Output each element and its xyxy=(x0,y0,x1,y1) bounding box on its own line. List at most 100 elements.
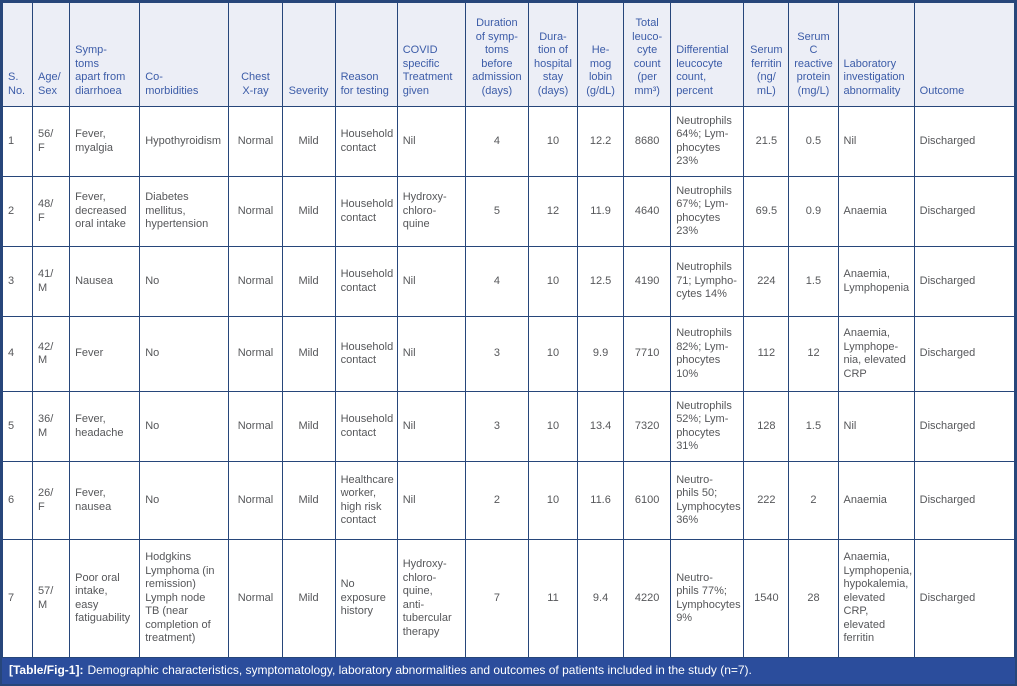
table-cell: 2 xyxy=(1,176,34,247)
table-cell: Household contact xyxy=(334,246,398,317)
column-header: Differential leucocyte count, percent xyxy=(670,2,745,107)
table-cell: 4640 xyxy=(623,176,672,247)
table-cell: 4 xyxy=(464,246,529,317)
table-cell: 1540 xyxy=(743,539,790,658)
table-cell: Normal xyxy=(228,176,283,247)
table-cell: Fever xyxy=(69,316,141,392)
table-cell: 7 xyxy=(464,539,529,658)
table-cell: Discharged xyxy=(913,106,1016,177)
patient-data-table: S. No. Age/ Sex Symp- toms apart from diar… xyxy=(1,2,1016,658)
column-header: Chest X-ray xyxy=(228,2,283,107)
table-cell: 4220 xyxy=(623,539,672,658)
table-cell: 42/ M xyxy=(32,316,71,392)
table-cell: 3 xyxy=(464,391,529,462)
table-cell: 0.5 xyxy=(788,106,839,177)
table-cell: 0.9 xyxy=(788,176,839,247)
table-cell: Hydroxy- chloro- quine xyxy=(396,176,466,247)
table-cell: No xyxy=(139,391,230,462)
column-header: Symp- toms apart from diarrhoea xyxy=(69,2,141,107)
table-cell: 4 xyxy=(464,106,529,177)
table-cell: No xyxy=(139,316,230,392)
column-header: COVID specific Treatment given xyxy=(396,2,466,107)
column-header: He- mog lobin (g/dL) xyxy=(577,2,625,107)
table-cell: 10 xyxy=(527,391,579,462)
table-cell: 10 xyxy=(527,246,579,317)
table-cell: Mild xyxy=(281,176,336,247)
column-header: Serum C reactive protein (mg/L) xyxy=(788,2,839,107)
table-cell: Fever, decreased oral intake xyxy=(69,176,141,247)
table-cell: Normal xyxy=(228,539,283,658)
table-cell: 4190 xyxy=(623,246,672,317)
table-cell: Nil xyxy=(396,391,466,462)
table-cell: Mild xyxy=(281,539,336,658)
table-cell: 222 xyxy=(743,461,790,540)
table-cell: Anaemia xyxy=(837,176,915,247)
table-cell: Anaemia, Lymphopenia xyxy=(837,246,915,317)
table-cell: Fever, nausea xyxy=(69,461,141,540)
table-cell: Discharged xyxy=(913,316,1016,392)
column-header: Duration of symp- toms before admission … xyxy=(464,2,529,107)
table-cell: 48/ F xyxy=(32,176,71,247)
table-cell: 11.9 xyxy=(577,176,625,247)
table-cell: Discharged xyxy=(913,461,1016,540)
table-cell: 7320 xyxy=(623,391,672,462)
table-cell: Fever, headache xyxy=(69,391,141,462)
table-cell: Neutro- phils 77%; Lymphocytes 9% xyxy=(670,539,745,658)
table-cell: No xyxy=(139,461,230,540)
column-header: Total leuco- cyte count (per mm³) xyxy=(623,2,672,107)
table-cell: Discharged xyxy=(913,391,1016,462)
table-cell: Neutrophils 64%; Lym- phocytes 23% xyxy=(670,106,745,177)
table-cell: Nil xyxy=(837,391,915,462)
table-cell: 9.9 xyxy=(577,316,625,392)
table-cell: Anaemia, Lymphopenia, hypokalemia, eleva… xyxy=(837,539,915,658)
table-cell: 10 xyxy=(527,461,579,540)
table-row: 1 56/ F Fever, myalgia Hypothyroidism Normal… xyxy=(1,106,1016,177)
table-cell: 1.5 xyxy=(788,391,839,462)
table-cell: 6 xyxy=(1,461,34,540)
table-cell: 3 xyxy=(1,246,34,317)
table-row: 7 57/ M Poor oral intake, easy fatiguabili… xyxy=(1,539,1016,658)
table-cell: Discharged xyxy=(913,176,1016,247)
column-header: Serum ferritin (ng/ mL) xyxy=(743,2,790,107)
table-body: 1 56/ F Fever, myalgia Hypothyroidism Normal… xyxy=(1,106,1016,658)
caption-text: Demographic characteristics, symptomatol… xyxy=(87,663,752,677)
table-cell: Normal xyxy=(228,461,283,540)
table-cell: Fever, myalgia xyxy=(69,106,141,177)
column-header: Outcome xyxy=(913,2,1016,107)
table-cell: Mild xyxy=(281,246,336,317)
table-cell: 2 xyxy=(464,461,529,540)
table-cell: 12 xyxy=(527,176,579,247)
table-cell: No exposure history xyxy=(334,539,398,658)
table-cell: Anaemia, Lymphope- nia, elevated CRP xyxy=(837,316,915,392)
table-cell: Poor oral intake, easy fatiguability xyxy=(69,539,141,658)
column-header: Dura- tion of hospital stay (days) xyxy=(527,2,579,107)
table-cell: Normal xyxy=(228,316,283,392)
table-cell: Nil xyxy=(396,316,466,392)
table-cell: 2 xyxy=(788,461,839,540)
table-cell: Normal xyxy=(228,391,283,462)
table-cell: Mild xyxy=(281,316,336,392)
table-cell: Household contact xyxy=(334,176,398,247)
table-cell: Nausea xyxy=(69,246,141,317)
table-cell: 5 xyxy=(1,391,34,462)
table-cell: 5 xyxy=(464,176,529,247)
table-cell: Mild xyxy=(281,106,336,177)
table-cell: 8680 xyxy=(623,106,672,177)
table-cell: 3 xyxy=(464,316,529,392)
table-cell: 12.2 xyxy=(577,106,625,177)
table-cell: 7710 xyxy=(623,316,672,392)
table-cell: Neutro- phils 50; Lymphocytes 36% xyxy=(670,461,745,540)
table-cell: Hydroxy- chloro- quine, anti- tubercular… xyxy=(396,539,466,658)
table-cell: Healthcare worker, high risk contact xyxy=(334,461,398,540)
table-cell: 57/ M xyxy=(32,539,71,658)
table-cell: Diabetes mellitus, hypertension xyxy=(139,176,230,247)
table-cell: 1.5 xyxy=(788,246,839,317)
table-cell: Anaemia xyxy=(837,461,915,540)
table-cell: No xyxy=(139,246,230,317)
table-cell: 9.4 xyxy=(577,539,625,658)
table-cell: Nil xyxy=(396,106,466,177)
table-row: 5 36/ M Fever, headache No Normal Mild Househo… xyxy=(1,391,1016,462)
table-cell: 41/ M xyxy=(32,246,71,317)
column-header: Age/ Sex xyxy=(32,2,71,107)
